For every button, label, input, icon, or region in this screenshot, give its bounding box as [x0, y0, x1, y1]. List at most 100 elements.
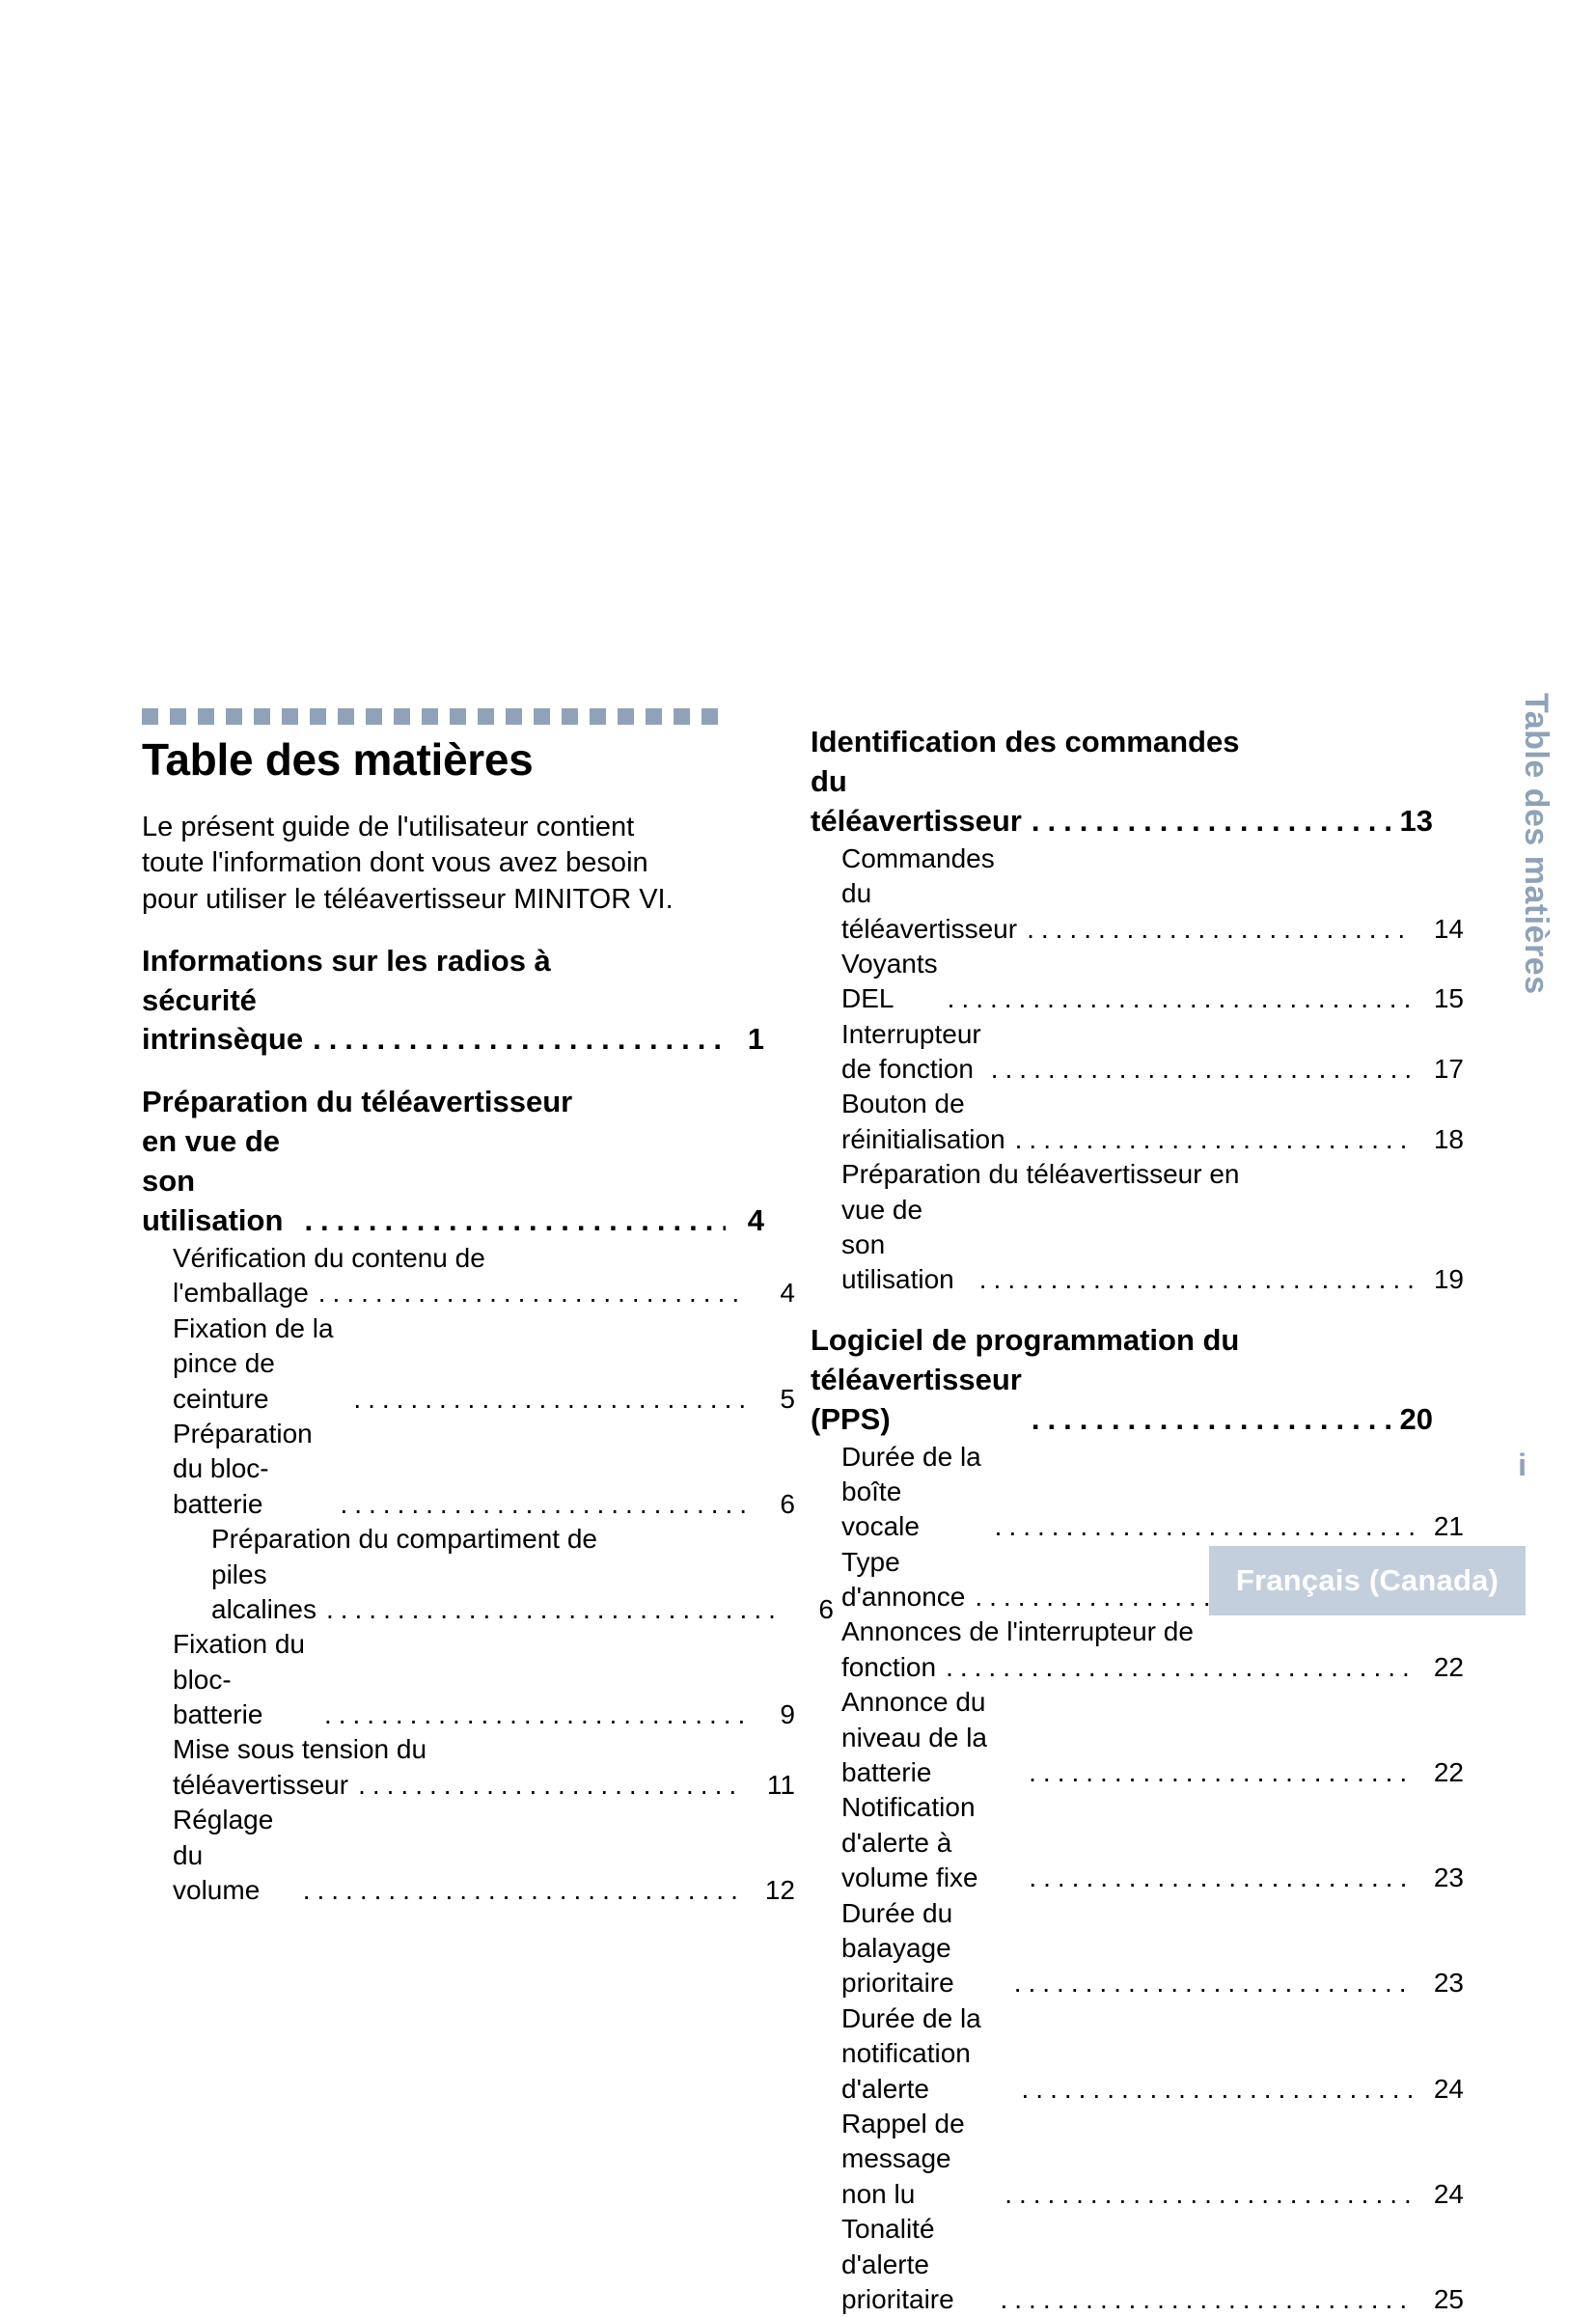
dot-leader: ........................................…	[994, 1511, 1414, 1542]
toc-entry-line[interactable]: Préparation du téléavertisseur en	[841, 1157, 1464, 1192]
toc-entry-label: Fixation de la pince de ceinture	[173, 1312, 342, 1414]
toc-entry-page-number: 13	[1399, 803, 1433, 838]
toc-entry[interactable]: Interrupteur de fonction................…	[841, 1017, 1464, 1088]
dash-square	[674, 708, 690, 725]
toc-entry-label: Vérification du contenu de	[173, 1243, 485, 1273]
toc-entry[interactable]: Notification d'alerte à volume fixe.....…	[841, 1790, 1464, 1895]
toc-entry[interactable]: l'emballage.............................…	[173, 1276, 795, 1310]
toc-entry-page-number: 11	[766, 1769, 795, 1800]
toc-entry-page-number: 1	[747, 1022, 764, 1057]
toc-entry-line[interactable]: Mise sous tension du	[173, 1732, 795, 1767]
toc-entry[interactable]: Fixation de la pince de ceinture........…	[173, 1311, 795, 1417]
toc-entry[interactable]: téléavertisseur (PPS)...................…	[811, 1361, 1433, 1440]
toc-entry[interactable]: en vue de son utilisation...............…	[142, 1122, 764, 1241]
toc-entry-page-number: 23	[1433, 1862, 1464, 1893]
toc-entry-label: Informations sur les radios à	[142, 943, 551, 978]
dash-square	[618, 708, 634, 725]
dash-square	[394, 708, 410, 725]
toc-entry-label: Réglage du volume	[173, 1805, 282, 1906]
toc-entry-page-number: 22	[1433, 1651, 1464, 1682]
toc-entry-label: Tonalité d'alerte prioritaire	[841, 2214, 954, 2314]
toc-entry-line[interactable]: Vérification du contenu de	[173, 1241, 795, 1276]
page-title: Table des matières	[142, 734, 534, 785]
toc-entry[interactable]: Durée de la notification d'alerte.......…	[841, 2001, 1464, 2107]
toc-entry-label: Type d'annonce	[841, 1546, 966, 1613]
dot-leader: ........................................…	[317, 1278, 745, 1309]
dash-square	[338, 708, 354, 725]
toc-entry-label: Annonces de l'interrupteur de	[841, 1616, 1194, 1647]
toc-entry[interactable]: Annonce du niveau de la batterie........…	[841, 1685, 1464, 1790]
toc-entry-page-number: 4	[780, 1278, 795, 1309]
toc-entry[interactable]: fonction................................…	[841, 1650, 1464, 1685]
toc-entry-line[interactable]: Informations sur les radios à	[142, 942, 764, 981]
toc-entry[interactable]: piles alcalines.........................…	[211, 1558, 834, 1628]
toc-entry-line[interactable]: Préparation du compartiment de	[211, 1522, 834, 1557]
toc-left-column: Table des matières Le présent guide de l…	[142, 704, 834, 1909]
dot-leader: ........................................…	[1021, 2073, 1414, 2104]
toc-entry-line[interactable]: Identification des commandes	[811, 723, 1433, 762]
dot-leader: ........................................…	[302, 1875, 745, 1906]
dot-leader: ........................................…	[1014, 1123, 1414, 1154]
toc-entry-label: du téléavertisseur	[811, 763, 1022, 838]
toc-entry-label: téléavertisseur	[173, 1769, 349, 1800]
toc-entry-label: Durée de la boîte vocale	[841, 1441, 989, 1542]
toc-entry-label: piles alcalines	[211, 1558, 316, 1624]
intro-line-1: Le présent guide de l'utilisateur contie…	[142, 811, 635, 842]
dot-leader: ........................................…	[946, 1651, 1414, 1682]
toc-entry-label: Durée de la notification d'alerte	[841, 2002, 989, 2104]
toc-entry[interactable]: Tonalité d'alerte prioritaire...........…	[841, 2212, 1464, 2317]
dot-leader: ........................................…	[1004, 2178, 1414, 2209]
dash-square	[254, 708, 270, 725]
toc-entry-page-number: 24	[1433, 2073, 1464, 2104]
dot-leader: ........................................…	[1031, 1401, 1394, 1436]
dash-square	[646, 708, 662, 725]
dashed-rule-decoration	[142, 708, 759, 725]
toc-entry[interactable]: Bouton de réinitialisation..............…	[841, 1087, 1464, 1157]
intro-line-2: toute l'information dont vous avez besoi…	[142, 847, 648, 879]
toc-entry[interactable]: sécurité intrinsèque....................…	[142, 981, 764, 1061]
dot-leader: ........................................…	[990, 1054, 1414, 1085]
toc-entry-page-number: 21	[1433, 1511, 1464, 1542]
toc-entry-label: Commandes du téléavertisseur	[841, 842, 1018, 944]
toc-entry[interactable]: Rappel de message non lu................…	[841, 2107, 1464, 2212]
toc-list-left: Informations sur les radios à sécurité in…	[142, 942, 834, 1909]
toc-entry[interactable]: Durée du balayage prioritaire...........…	[841, 1896, 1464, 2001]
toc-entry[interactable]: Réglage du volume.......................…	[173, 1803, 795, 1908]
dot-leader: ........................................…	[1000, 2283, 1415, 2314]
toc-entry-label: Préparation du bloc-batterie	[173, 1418, 320, 1519]
toc-entry-page-number: 6	[818, 1593, 834, 1624]
dot-leader: ........................................…	[1013, 1968, 1414, 1999]
toc-entry-label: Préparation du compartiment de	[211, 1524, 597, 1555]
toc-entry-line[interactable]: Préparation du téléavertisseur	[142, 1083, 764, 1122]
toc-entry-label: sécurité intrinsèque	[142, 982, 304, 1057]
dash-square	[310, 708, 326, 725]
dash-square	[506, 708, 522, 725]
toc-entry-page-number: 23	[1433, 1968, 1464, 1999]
toc-entry-label: Identification des commandes	[811, 725, 1240, 759]
toc-list-right: Identification des commandes du téléavert…	[811, 723, 1464, 2317]
dot-leader: ........................................…	[358, 1769, 745, 1800]
toc-entry[interactable]: Voyants DEL.............................…	[841, 947, 1464, 1017]
toc-entry-label: Annonce du niveau de la batterie	[841, 1687, 995, 1788]
toc-entry[interactable]: Commandes du téléavertisseur............…	[841, 841, 1464, 947]
toc-entry[interactable]: Fixation du bloc-batterie...............…	[173, 1627, 795, 1732]
toc-entry[interactable]: vue de son utilisation..................…	[841, 1193, 1464, 1298]
toc-entry[interactable]: Durée de la boîte vocale................…	[841, 1440, 1464, 1545]
intro-paragraph: Le présent guide de l'utilisateur contie…	[142, 810, 740, 919]
toc-entry[interactable]: Préparation du bloc-batterie............…	[173, 1417, 795, 1522]
page-number-folio: i	[1518, 1448, 1527, 1482]
dot-leader: ........................................…	[323, 1699, 745, 1730]
dot-leader: ........................................…	[947, 983, 1414, 1014]
toc-entry[interactable]: téléavertisseur.........................…	[173, 1768, 795, 1803]
dot-leader: ........................................…	[304, 1203, 726, 1238]
toc-entry-page-number: 4	[747, 1203, 764, 1238]
toc-entry-line[interactable]: Logiciel de programmation du	[811, 1321, 1433, 1361]
dot-leader: ........................................…	[313, 1022, 726, 1057]
dash-square	[282, 708, 298, 725]
toc-entry[interactable]: du téléavertisseur......................…	[811, 762, 1433, 841]
toc-entry-label: Voyants DEL	[841, 948, 946, 1014]
dash-square	[422, 708, 438, 725]
toc-entry-line[interactable]: Annonces de l'interrupteur de	[841, 1614, 1464, 1649]
toc-entry-label: en vue de son utilisation	[142, 1124, 289, 1238]
dot-leader: ........................................…	[340, 1488, 745, 1519]
